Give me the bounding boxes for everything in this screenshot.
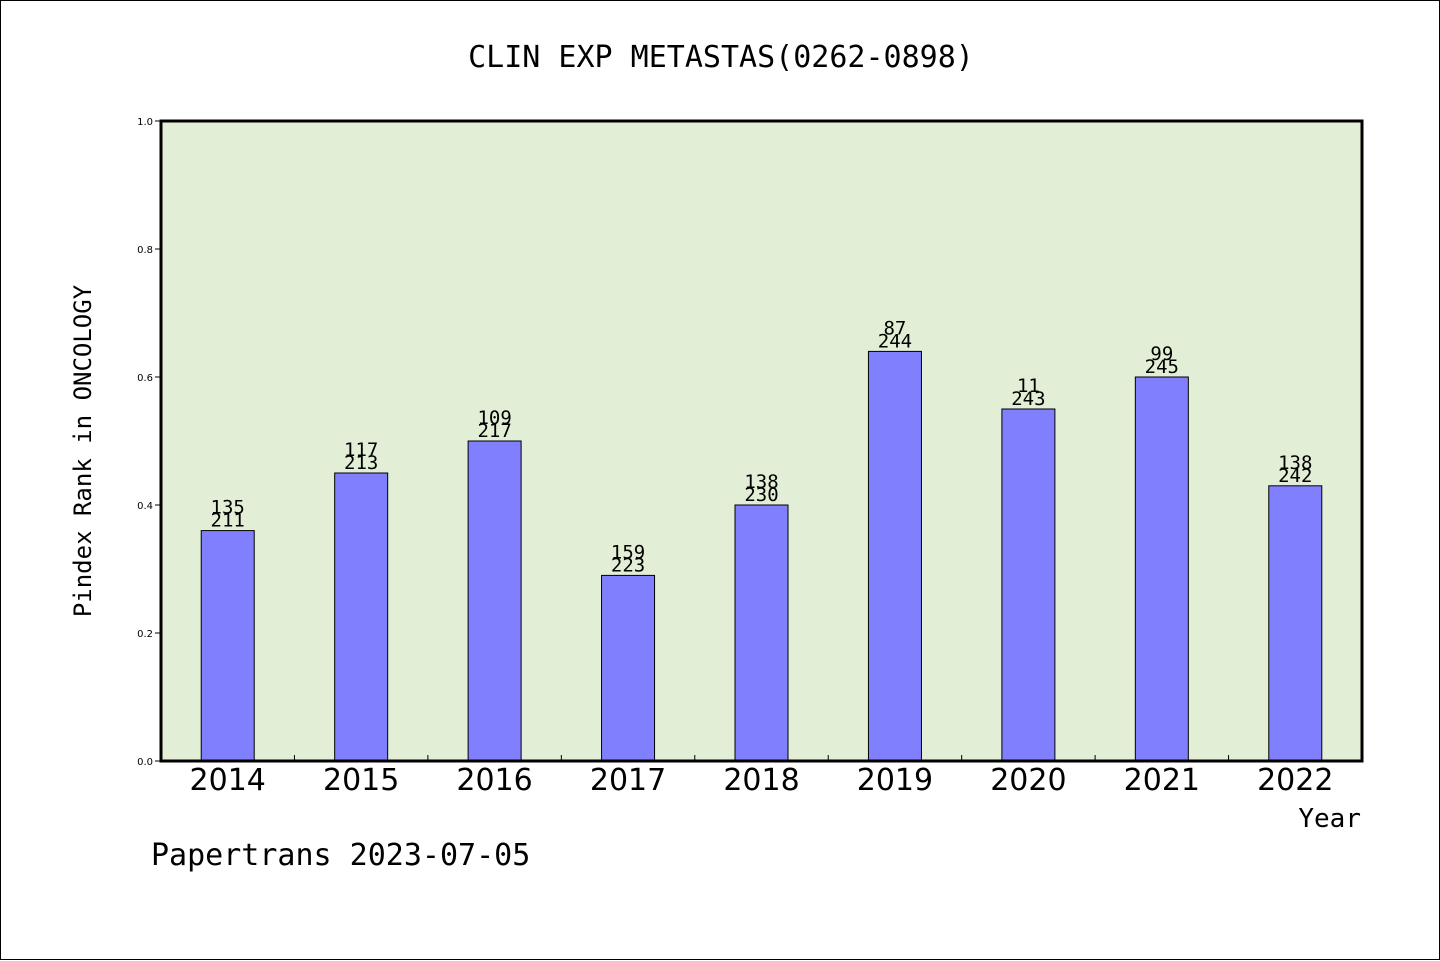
y-tick-label: 0.2 [137,629,153,640]
bar-label-bottom: 213 [344,452,378,474]
bar-label-top: 135 [211,497,245,519]
x-tick-label: 2021 [1124,763,1200,798]
x-tick-label: 2014 [190,763,266,798]
bar-2017 [601,574,656,762]
bar-label-top: 87 [883,317,906,339]
y-tick-label: 0.4 [137,501,153,512]
bar-2020 [1001,408,1056,762]
bar-label-bottom: 245 [1145,356,1179,378]
x-tick-label: 2017 [590,763,666,798]
y-tick-label: 0.8 [137,245,153,256]
bar-label-top: 138 [744,471,778,493]
bar-label-top: 99 [1150,343,1173,365]
bar-2016 [467,440,522,762]
bar-2019 [867,350,922,762]
bar-label-top: 11 [1017,375,1040,397]
bar-label-bottom: 223 [611,554,645,576]
bar-label-bottom: 211 [211,510,245,532]
bar-2014 [200,530,255,762]
y-tick-label: 0.0 [137,757,153,768]
bar-label-bottom: 244 [878,330,912,352]
x-tick-label: 2019 [857,763,933,798]
x-tick-label: 2016 [456,763,532,798]
bar-label-bottom: 243 [1011,388,1045,410]
x-tick-label: 2015 [323,763,399,798]
bar-label-top: 159 [611,541,645,563]
y-tick-label: 0.6 [137,373,153,384]
chart-title: CLIN EXP METASTAS(0262-0898) [468,40,974,75]
bar-label-top: 138 [1278,452,1312,474]
bar-label-top: 109 [477,407,511,429]
bar-2021 [1134,376,1189,762]
x-tick-label: 2022 [1257,763,1333,798]
bar-2018 [734,504,789,762]
bar-2015 [334,472,389,762]
bar-label-bottom: 242 [1278,465,1312,487]
x-axis-label: Year [1298,804,1361,834]
bar-2022 [1268,485,1323,762]
x-tick-label: 2018 [723,763,799,798]
bar-label-bottom: 230 [744,484,778,506]
plot-frame [159,119,1364,763]
footer-text: Papertrans 2023-07-05 [151,838,530,873]
bar-label-top: 117 [344,439,378,461]
bar-label-bottom: 217 [477,420,511,442]
x-tick-label: 2020 [990,763,1066,798]
y-axis-label: Pindex Rank in ONCOLOGY [69,284,97,617]
y-tick-label: 1.0 [137,117,153,128]
